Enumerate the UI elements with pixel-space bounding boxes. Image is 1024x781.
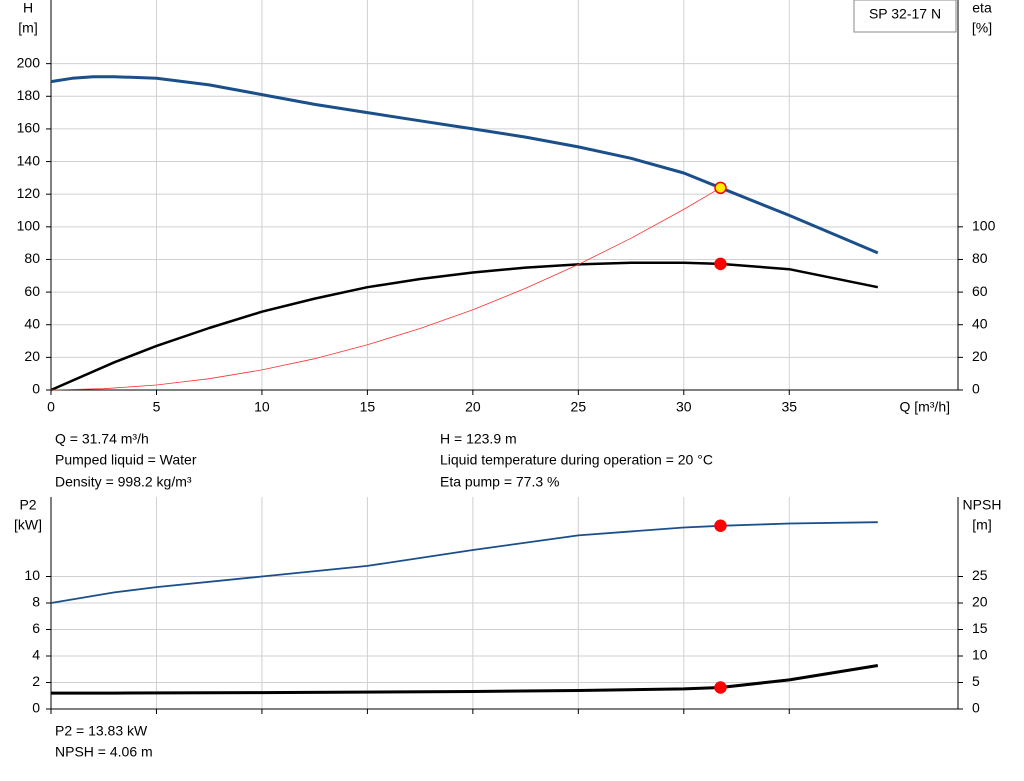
- y-tick-label: 0: [32, 381, 40, 397]
- y-tick-label: 100: [17, 218, 41, 234]
- y-tick-label: 180: [17, 87, 41, 103]
- note: NPSH = 4.06 m: [55, 744, 153, 760]
- y2-tick-label: 15: [972, 620, 988, 636]
- y2-tick-label: 10: [972, 647, 988, 663]
- x-tick-label: 0: [47, 399, 55, 415]
- duty-point: [714, 257, 727, 271]
- y-axis-label: [m]: [18, 20, 37, 36]
- y-tick-label: 6: [32, 620, 40, 636]
- curve: [50, 521, 878, 604]
- x-tick-label: 25: [571, 399, 587, 415]
- curve: [51, 664, 879, 695]
- y2-tick-label: 20: [972, 348, 988, 364]
- duty-point: [714, 519, 727, 533]
- y2-tick-label: 25: [972, 567, 988, 583]
- x-tick-label: 30: [676, 399, 692, 415]
- y-tick-label: 200: [17, 54, 41, 70]
- note: Liquid temperature during operation = 20…: [440, 452, 713, 468]
- y-tick-label: 2: [32, 673, 40, 689]
- chart-title: SP 32-17 N: [869, 6, 941, 22]
- curve: [50, 261, 879, 392]
- note: Q = 31.74 m³/h: [55, 431, 149, 447]
- x-axis-label: Q [m³/h]: [899, 399, 950, 415]
- y-tick-label: 8: [32, 594, 40, 610]
- y2-tick-label: 0: [972, 381, 980, 397]
- plot-area: [51, 0, 958, 390]
- curve: [50, 187, 721, 391]
- y2-tick-label: 20: [972, 594, 988, 610]
- y2-tick-label: 60: [972, 283, 988, 299]
- note: Eta pump = 77.3 %: [440, 474, 559, 490]
- y-tick-label: 4: [32, 647, 40, 663]
- y2-tick-label: 100: [972, 218, 996, 234]
- y-tick-label: 140: [17, 152, 41, 168]
- x-tick-label: 10: [254, 399, 270, 415]
- y2-axis-label: [%]: [972, 20, 992, 36]
- y-tick-label: 60: [24, 283, 40, 299]
- y-axis-label: H: [23, 0, 33, 16]
- note: H = 123.9 m: [440, 431, 517, 447]
- y-tick-label: 0: [32, 700, 40, 716]
- y2-tick-label: 40: [972, 315, 988, 331]
- note: Density = 998.2 kg/m³: [55, 474, 192, 490]
- duty-point: [714, 681, 727, 694]
- x-tick-label: 15: [360, 399, 376, 415]
- y2-axis-label: eta: [972, 0, 992, 16]
- note: Pumped liquid = Water: [55, 452, 197, 468]
- x-tick-label: 20: [465, 399, 481, 415]
- curve: [50, 75, 879, 255]
- y-tick-label: 40: [24, 315, 40, 331]
- y-tick-label: 20: [24, 348, 40, 364]
- duty-point: [714, 181, 727, 195]
- y2-tick-label: 5: [972, 673, 980, 689]
- y-tick-label: 120: [17, 185, 41, 201]
- y-tick-label: 80: [24, 250, 40, 266]
- y2-tick-label: 80: [972, 250, 988, 266]
- x-tick-label: 5: [153, 399, 161, 415]
- y-tick-label: 160: [17, 120, 41, 136]
- title-box: [853, 0, 957, 33]
- y2-axis-label: [m]: [972, 517, 991, 533]
- y-axis-label: P2: [19, 497, 36, 513]
- note: P2 = 13.83 kW: [55, 723, 148, 739]
- y-tick-label: 10: [24, 567, 40, 583]
- y2-axis-label: NPSH: [963, 497, 1002, 513]
- x-tick-label: 35: [781, 399, 797, 415]
- y2-tick-label: 0: [972, 700, 980, 716]
- y-axis-label: [kW]: [14, 517, 42, 533]
